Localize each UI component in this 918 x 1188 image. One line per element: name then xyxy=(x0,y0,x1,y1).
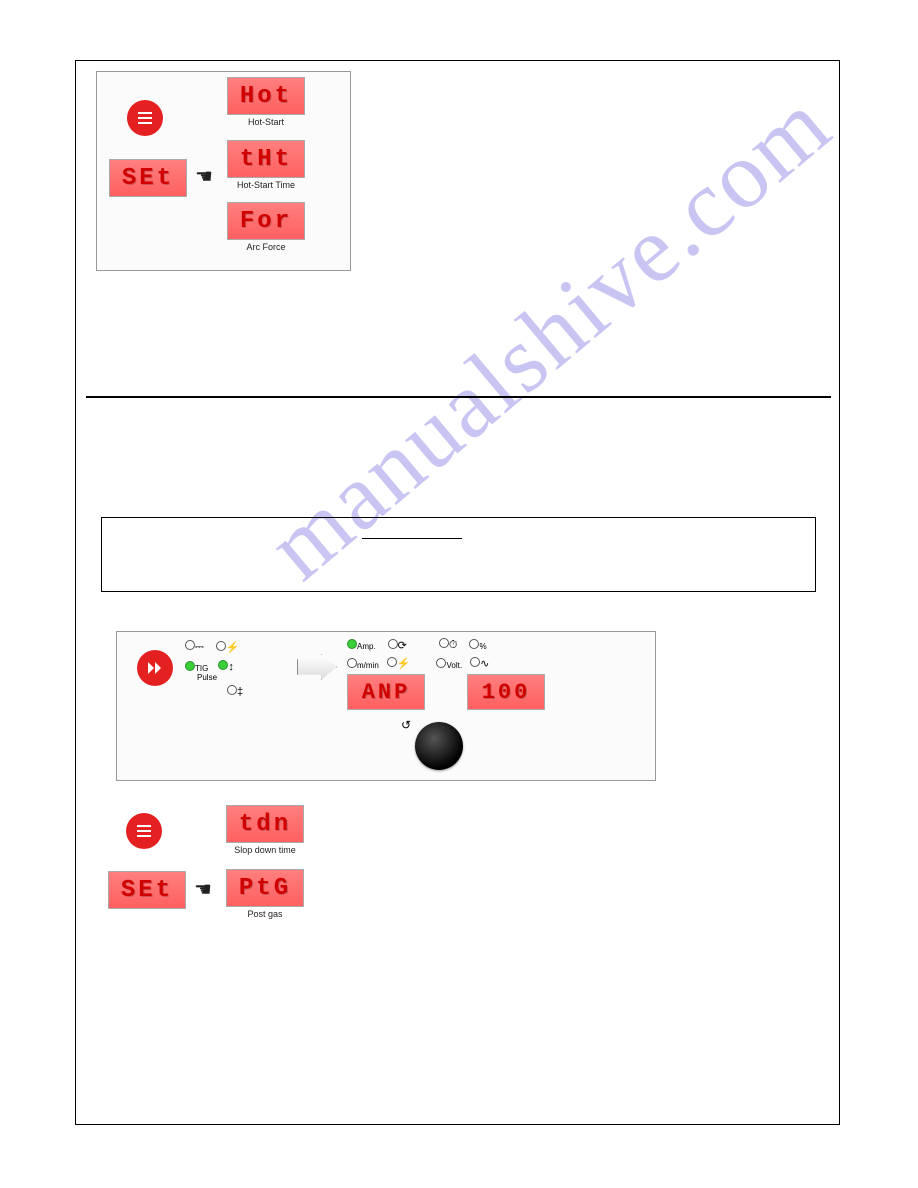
hot-start-text: Hot xyxy=(240,83,292,110)
note-box xyxy=(101,517,816,592)
set-text-2: SEt xyxy=(121,877,173,904)
hot-start-time-display: tHt xyxy=(227,140,305,178)
control-panel: ⎓ ⚡ TIG ↕ Pulse ‡ Amp. ⟳ ⏱ % m/min ⚡ xyxy=(116,631,656,781)
arc-force-label: Arc Force xyxy=(227,242,305,252)
cycle-icon: ⟳ xyxy=(398,640,407,652)
clock-icon: ⏱ xyxy=(449,639,458,651)
updown-icon: ↕ xyxy=(228,661,234,673)
set-display: SEt xyxy=(109,159,187,197)
left-value-display: ANP xyxy=(347,674,425,710)
tig-settings-panel: SEt ☚ tdn Slop down time PtG Post gas xyxy=(96,803,351,943)
amp-label: Amp. xyxy=(357,642,376,651)
led-off xyxy=(347,658,357,668)
led-tig xyxy=(185,661,195,671)
hot-start-label: Hot-Start xyxy=(227,117,305,127)
led-off xyxy=(227,685,237,695)
hot-start-display: Hot xyxy=(227,77,305,115)
percent-label: % xyxy=(479,642,486,651)
unit-led-cluster: Amp. ⟳ ⏱ % m/min ⚡ Volt. ∿ xyxy=(347,638,489,665)
dual-arrow-icon: ‡ xyxy=(237,686,243,698)
rotate-icon: ↺ xyxy=(401,718,411,732)
forward-button[interactable] xyxy=(137,650,173,686)
led-off xyxy=(470,657,480,667)
right-value-display: 100 xyxy=(467,674,545,710)
arc-force-text: For xyxy=(240,208,292,235)
set-display-2: SEt xyxy=(108,871,186,909)
post-gas-display: PtG xyxy=(226,869,304,907)
pointer-hand-icon-2: ☚ xyxy=(194,877,212,902)
mode-led-cluster: ⎓ ⚡ TIG ↕ Pulse ‡ xyxy=(185,640,239,688)
tig-label: TIG xyxy=(195,664,208,673)
menu-button[interactable] xyxy=(127,100,163,136)
post-gas-text: PtG xyxy=(239,875,291,902)
led-off xyxy=(439,638,449,648)
led-off xyxy=(436,658,446,668)
left-value-text: ANP xyxy=(362,680,411,705)
post-gas-label: Post gas xyxy=(226,909,304,919)
section-divider xyxy=(86,396,831,398)
mmin-label: m/min xyxy=(357,661,379,670)
page-frame: SEt ☚ Hot Hot-Start tHt Hot-Start Time F… xyxy=(75,60,840,1125)
spark2-icon: ⚡ xyxy=(397,658,411,670)
led-off xyxy=(469,639,479,649)
led-off xyxy=(216,641,226,651)
flat-icon: ⎓ xyxy=(195,641,204,653)
arc-force-display: For xyxy=(227,202,305,240)
right-value-text: 100 xyxy=(482,680,531,705)
hot-start-time-label: Hot-Start Time xyxy=(227,180,305,190)
menu-button-2[interactable] xyxy=(126,813,162,849)
led-off xyxy=(185,640,195,650)
list-icon xyxy=(135,108,155,128)
led-off xyxy=(387,657,397,667)
led-amp xyxy=(347,639,357,649)
arrow-right-icon xyxy=(297,654,337,680)
hot-start-time-text: tHt xyxy=(240,146,292,173)
led-off xyxy=(388,639,398,649)
wave-icon: ∿ xyxy=(480,658,489,670)
mma-settings-panel: SEt ☚ Hot Hot-Start tHt Hot-Start Time F… xyxy=(96,71,351,271)
slop-down-display: tdn xyxy=(226,805,304,843)
list-icon xyxy=(134,821,154,841)
note-underline xyxy=(362,538,462,539)
set-text: SEt xyxy=(122,165,174,192)
volt-label: Volt. xyxy=(446,661,462,670)
adjustment-knob[interactable] xyxy=(415,722,463,770)
slop-down-label: Slop down time xyxy=(226,845,304,855)
slop-down-text: tdn xyxy=(239,811,291,838)
pointer-hand-icon: ☚ xyxy=(195,164,213,189)
led-updown xyxy=(218,660,228,670)
pulse-label: Pulse xyxy=(197,674,251,682)
spark-icon: ⚡ xyxy=(226,642,240,654)
fast-forward-icon xyxy=(145,658,165,678)
